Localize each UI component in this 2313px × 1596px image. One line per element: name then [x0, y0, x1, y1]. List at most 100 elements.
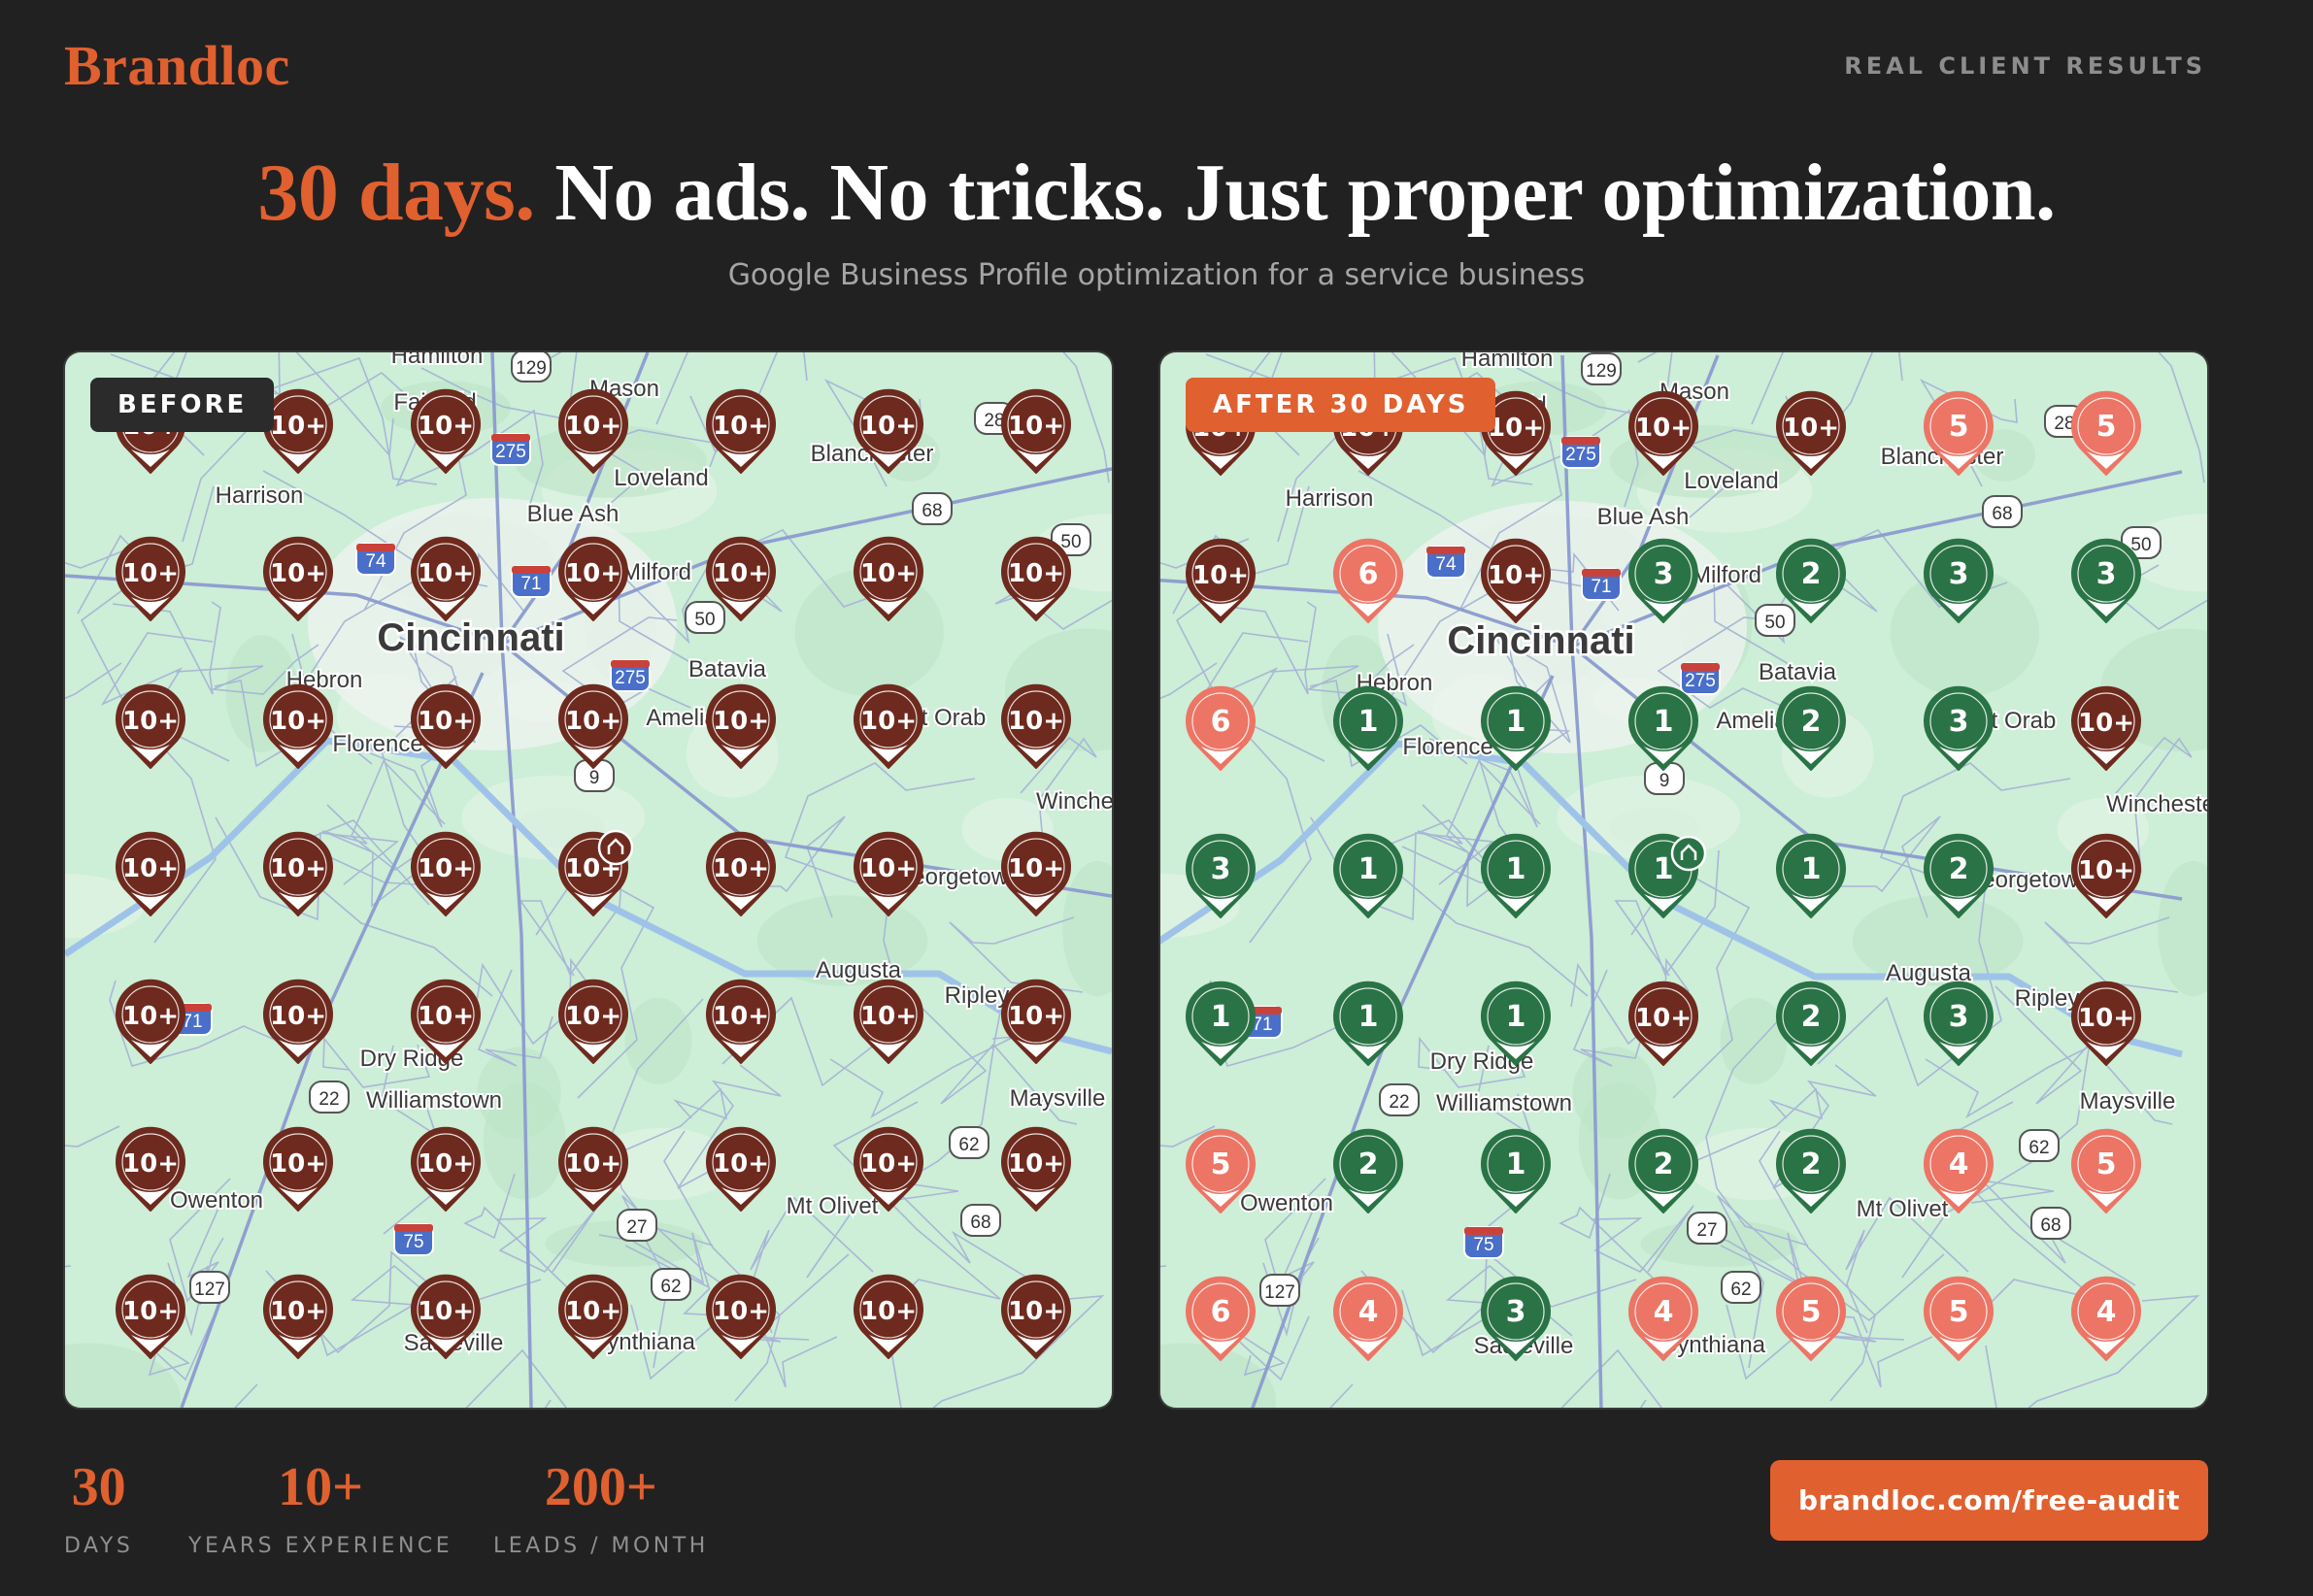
rank-pin[interactable]: 4 [2071, 1276, 2141, 1361]
rank-pin[interactable]: 5 [1186, 1128, 1256, 1214]
rank-pin[interactable]: 10+ [854, 1126, 923, 1212]
rank-pin[interactable]: 6 [1186, 1276, 1256, 1361]
rank-pin[interactable]: 2 [1333, 1128, 1403, 1214]
rank-pin[interactable]: 10+ [411, 536, 481, 621]
rank-pin[interactable]: 10+ [1776, 390, 1846, 476]
rank-pin[interactable]: 3 [1924, 538, 1994, 623]
rank-pin[interactable]: 10+ [706, 1126, 776, 1212]
rank-pin[interactable]: 1 [1333, 981, 1403, 1066]
rank-pin[interactable]: 1 [1333, 685, 1403, 771]
rank-pin[interactable]: 10+ [706, 1274, 776, 1359]
rank-pin[interactable]: 10+ [1001, 1274, 1071, 1359]
rank-pin[interactable]: 10+ [558, 683, 628, 769]
rank-pin[interactable]: 10+ [411, 1274, 481, 1359]
rank-pin[interactable]: 6 [1333, 538, 1403, 623]
rank-pin[interactable]: 4 [1628, 1276, 1698, 1361]
rank-pin[interactable]: 2 [1776, 538, 1846, 623]
rank-pin[interactable]: 10+ [1481, 538, 1551, 623]
rank-pin[interactable]: 5 [2071, 390, 2141, 476]
land-patch [1160, 1343, 1276, 1408]
rank-pin[interactable]: 3 [1186, 833, 1256, 918]
rank-pin[interactable]: 3 [1924, 685, 1994, 771]
rank-pin[interactable]: 10+ [558, 979, 628, 1064]
rank-pin[interactable]: 10+ [116, 1274, 185, 1359]
rank-pin[interactable]: 10+ [411, 388, 481, 474]
rank-pin[interactable]: 10+ [1001, 831, 1071, 916]
rank-pin[interactable]: 10+ [1001, 388, 1071, 474]
rank-pin[interactable]: 10+ [2071, 833, 2141, 918]
rank-pin[interactable]: 10+ [558, 1274, 628, 1359]
rank-pin[interactable]: 1 [1776, 833, 1846, 918]
rank-pin[interactable]: 10+ [706, 979, 776, 1064]
rank-pin[interactable]: 10+ [706, 831, 776, 916]
rank-pin[interactable]: 10+ [854, 388, 923, 474]
rank-pin[interactable]: 10+ [263, 979, 333, 1064]
free-audit-button[interactable]: brandloc.com/free-audit [1770, 1460, 2208, 1541]
rank-pin[interactable]: 10+ [854, 979, 923, 1064]
rank-pin[interactable]: 5 [1924, 1276, 1994, 1361]
rank-pin[interactable]: 10+ [706, 388, 776, 474]
rank-pin[interactable]: 10+ [558, 536, 628, 621]
rank-pin[interactable]: 10+ [116, 1126, 185, 1212]
rank-pin[interactable]: 10+ [2071, 685, 2141, 771]
rank-pin[interactable]: 10+ [1001, 979, 1071, 1064]
rank-pin[interactable]: 10+ [411, 831, 481, 916]
rank-pin[interactable]: 10+ [558, 1126, 628, 1212]
rank-pin[interactable]: 1 [1628, 685, 1698, 771]
rank-pin[interactable]: 10+ [1481, 390, 1551, 476]
rank-pin[interactable]: 10+ [1001, 1126, 1071, 1212]
rank-pin[interactable]: 3 [1481, 1276, 1551, 1361]
rank-pin[interactable]: 2 [1776, 685, 1846, 771]
rank-pin[interactable]: 10+ [1001, 683, 1071, 769]
rank-pin[interactable]: 4 [1924, 1128, 1994, 1214]
rank-pin[interactable]: 3 [2071, 538, 2141, 623]
rank-pin[interactable]: 5 [2071, 1128, 2141, 1214]
rank-pin[interactable]: 1 [1333, 833, 1403, 918]
business-home-icon[interactable] [597, 829, 634, 866]
rank-pin[interactable]: 10+ [263, 536, 333, 621]
rank-pin[interactable]: 10+ [706, 536, 776, 621]
rank-pin[interactable]: 5 [1776, 1276, 1846, 1361]
rank-pin[interactable]: 2 [1776, 1128, 1846, 1214]
rank-pin[interactable]: 10+ [1186, 538, 1256, 623]
rank-pin[interactable]: 10+ [263, 1126, 333, 1212]
rank-pin[interactable]: 10+ [116, 831, 185, 916]
rank-pin[interactable]: 10+ [1001, 536, 1071, 621]
rank-pin[interactable]: 10+ [854, 1274, 923, 1359]
rank-pin[interactable]: 10+ [263, 683, 333, 769]
rank-pin[interactable]: 6 [1186, 685, 1256, 771]
rank-pin[interactable]: 10+ [411, 683, 481, 769]
business-home-icon[interactable] [1670, 835, 1707, 872]
rank-pin[interactable]: 10+ [706, 683, 776, 769]
map-label: Owenton [170, 1187, 263, 1214]
rank-pin[interactable]: 4 [1333, 1276, 1403, 1361]
rank-pin[interactable]: 10+ [1628, 981, 1698, 1066]
rank-pin[interactable]: 3 [1628, 538, 1698, 623]
rank-pin[interactable]: 1 [1481, 1128, 1551, 1214]
rank-pin[interactable]: 1 [1186, 981, 1256, 1066]
rank-pin[interactable]: 10+ [411, 1126, 481, 1212]
rank-pin[interactable]: 10+ [854, 536, 923, 621]
rank-pin[interactable]: 10+ [1628, 390, 1698, 476]
rank-pin[interactable]: 10+ [263, 388, 333, 474]
rank-pin[interactable]: 10+ [263, 831, 333, 916]
rank-pin[interactable]: 2 [1628, 1128, 1698, 1214]
rank-pin[interactable]: 10+ [2071, 981, 2141, 1066]
rank-pin[interactable]: 1 [1481, 981, 1551, 1066]
road [322, 1036, 431, 1088]
rank-pin[interactable]: 2 [1924, 833, 1994, 918]
rank-pin[interactable]: 10+ [854, 831, 923, 916]
rank-pin[interactable]: 10+ [854, 683, 923, 769]
brand-logo[interactable]: Brandloc [64, 34, 290, 97]
rank-pin[interactable]: 1 [1481, 833, 1551, 918]
rank-pin[interactable]: 10+ [558, 388, 628, 474]
rank-pin[interactable]: 10+ [116, 683, 185, 769]
rank-pin[interactable]: 10+ [263, 1274, 333, 1359]
rank-pin[interactable]: 1 [1481, 685, 1551, 771]
rank-pin[interactable]: 10+ [411, 979, 481, 1064]
rank-pin[interactable]: 5 [1924, 390, 1994, 476]
rank-pin[interactable]: 10+ [116, 979, 185, 1064]
rank-pin[interactable]: 3 [1924, 981, 1994, 1066]
rank-pin[interactable]: 10+ [116, 536, 185, 621]
rank-pin[interactable]: 2 [1776, 981, 1846, 1066]
